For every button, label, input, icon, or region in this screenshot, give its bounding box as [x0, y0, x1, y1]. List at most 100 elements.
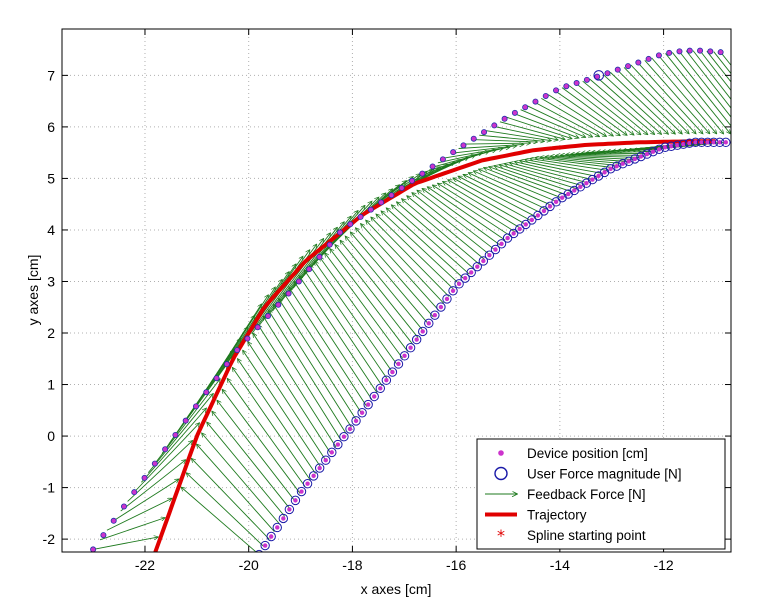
device-position-point	[316, 253, 323, 260]
device-position-point	[408, 345, 413, 350]
device-position-point	[590, 177, 595, 182]
legend-device-swatch	[498, 450, 504, 456]
user-force-marker	[605, 164, 616, 174]
user-force-marker	[521, 219, 531, 230]
y-tick-label: 4	[47, 222, 55, 238]
device-position-point	[281, 516, 286, 521]
device-position-point	[203, 389, 210, 396]
device-position-point	[573, 80, 580, 87]
feedback-arrow	[547, 94, 613, 136]
feedback-arrow	[407, 196, 486, 260]
device-position-point	[444, 296, 450, 302]
feedback-arrow	[665, 53, 730, 133]
feedback-arrow	[417, 190, 496, 251]
device-position-point	[493, 247, 498, 252]
device-position-point	[487, 253, 492, 258]
feedback-arrow	[568, 85, 634, 134]
feedback-arrow	[366, 220, 445, 304]
feedback-arrow	[506, 116, 572, 138]
device-position-point	[329, 450, 335, 455]
device-position-point	[409, 177, 416, 184]
device-position-point	[359, 410, 365, 415]
feedback-arrow	[596, 76, 662, 134]
device-position-point	[511, 231, 516, 236]
feedback-arrow	[127, 441, 193, 502]
feedback-arrow	[371, 217, 450, 297]
device-position-point	[367, 206, 374, 213]
user-force-marker	[539, 206, 549, 216]
user-force-marker	[266, 531, 276, 542]
device-position-point	[711, 140, 716, 145]
user-force-marker	[369, 391, 379, 402]
feedback-arrow	[513, 113, 579, 137]
device-position-point	[693, 140, 698, 145]
device-position-point	[353, 418, 359, 424]
feedback-arrow	[494, 166, 573, 193]
device-position-point	[499, 241, 504, 246]
device-position-point	[120, 503, 127, 510]
device-position-point	[481, 129, 488, 136]
device-position-point	[723, 140, 729, 145]
device-position-point	[335, 442, 341, 447]
feedback-arrow	[603, 74, 668, 134]
device-position-point	[223, 361, 230, 368]
device-position-point	[604, 70, 611, 77]
feedback-arrow	[525, 160, 603, 174]
feedback-arrow	[469, 173, 547, 210]
device-position-point	[645, 55, 652, 62]
device-position-point	[264, 313, 271, 320]
device-position-point	[541, 208, 547, 214]
user-force-marker	[314, 463, 325, 473]
device-position-point	[596, 173, 601, 179]
device-position-point	[650, 149, 656, 154]
feedback-arrow	[484, 168, 562, 199]
device-position-point	[317, 465, 322, 471]
feedback-arrow	[527, 105, 593, 137]
device-position-point	[584, 181, 589, 186]
feedback-arrow	[120, 460, 186, 512]
feedback-arrow	[315, 261, 393, 373]
user-force-marker	[654, 144, 664, 154]
device-position-point	[439, 156, 446, 163]
device-position-point	[625, 63, 632, 70]
feedback-arrow	[248, 342, 327, 461]
device-position-point	[347, 426, 353, 432]
feedback-arrow	[106, 498, 172, 531]
device-position-point	[707, 48, 714, 55]
x-tick-label: -20	[239, 557, 259, 573]
feedback-arrow	[320, 257, 398, 366]
feedback-arrow	[209, 287, 275, 387]
y-tick-label: 5	[47, 170, 55, 186]
device-position-point	[414, 337, 419, 342]
feedback-arrow	[274, 305, 352, 428]
feedback-arrow	[197, 444, 275, 532]
y-tick-label: 3	[47, 273, 55, 289]
feedback-arrow	[472, 139, 537, 142]
device-position-point	[505, 235, 510, 241]
feedback-arrow	[644, 59, 710, 133]
feedback-arrow	[263, 316, 342, 441]
feedback-arrow	[99, 518, 165, 541]
device-position-point	[620, 161, 625, 166]
device-position-point	[469, 270, 474, 275]
feedback-arrow	[489, 167, 567, 196]
device-position-point	[614, 163, 619, 169]
device-position-point	[162, 446, 169, 453]
feedback-arrow	[499, 165, 578, 190]
device-position-point	[110, 517, 117, 524]
device-position-point	[717, 49, 724, 56]
feedback-arrow	[582, 80, 648, 134]
user-force-marker	[630, 154, 640, 164]
feedback-arrow	[651, 57, 717, 134]
x-tick-label: -12	[653, 557, 673, 573]
legend-spline-swatch: *	[497, 526, 505, 545]
device-position-point	[529, 217, 535, 223]
device-position-point	[311, 473, 316, 479]
device-position-point	[141, 474, 148, 481]
feedback-arrow	[630, 64, 696, 134]
feedback-arrow	[192, 459, 270, 540]
feedback-arrow	[289, 287, 368, 407]
user-force-marker	[454, 279, 464, 289]
device-position-point	[542, 92, 549, 99]
